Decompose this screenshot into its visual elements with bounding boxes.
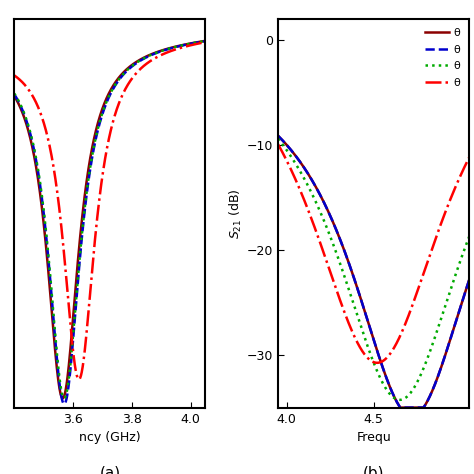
#8B0000 — [440, 359, 446, 365]
Line: #0000CD: #0000CD — [278, 136, 469, 408]
#8B0000 — [398, 405, 403, 410]
#0000CD — [386, 382, 392, 388]
Line: #00AA00: #00AA00 — [278, 139, 469, 400]
X-axis label: ncy (GHz): ncy (GHz) — [79, 431, 141, 444]
#00AA00 — [287, 152, 292, 157]
#0000CD — [466, 277, 472, 283]
X-axis label: Frequ: Frequ — [356, 431, 391, 444]
#FF0000 — [420, 271, 426, 277]
Text: (a): (a) — [99, 465, 120, 474]
Line: #8B0000: #8B0000 — [278, 136, 469, 408]
#8B0000 — [386, 382, 392, 388]
#FF0000 — [386, 352, 392, 358]
#00AA00 — [466, 234, 472, 239]
#0000CD — [420, 405, 426, 410]
#8B0000 — [420, 405, 426, 410]
#8B0000 — [391, 394, 397, 400]
#FF0000 — [440, 216, 446, 221]
#FF0000 — [466, 155, 472, 160]
#FF0000 — [275, 141, 281, 147]
#FF0000 — [287, 164, 292, 170]
#FF0000 — [397, 333, 403, 339]
#8B0000 — [466, 277, 472, 283]
#00AA00 — [386, 390, 392, 396]
#00AA00 — [391, 395, 397, 401]
#8B0000 — [287, 146, 292, 151]
#00AA00 — [420, 366, 426, 372]
#0000CD — [440, 359, 446, 365]
Line: #FF0000: #FF0000 — [278, 144, 469, 363]
#8B0000 — [397, 404, 403, 410]
#0000CD — [397, 404, 403, 410]
#8B0000 — [275, 133, 281, 138]
#0000CD — [398, 405, 403, 410]
#00AA00 — [397, 397, 402, 403]
#FF0000 — [392, 345, 397, 350]
Text: (b): (b) — [363, 465, 384, 474]
#0000CD — [391, 394, 397, 400]
#00AA00 — [440, 310, 446, 316]
Y-axis label: $S_{21}$ (dB): $S_{21}$ (dB) — [228, 188, 244, 238]
#FF0000 — [374, 360, 380, 365]
#0000CD — [275, 133, 281, 138]
#0000CD — [287, 146, 292, 151]
Legend: θ, θ, θ, θ: θ, θ, θ, θ — [421, 25, 464, 91]
#00AA00 — [397, 397, 403, 403]
#00AA00 — [275, 136, 281, 142]
